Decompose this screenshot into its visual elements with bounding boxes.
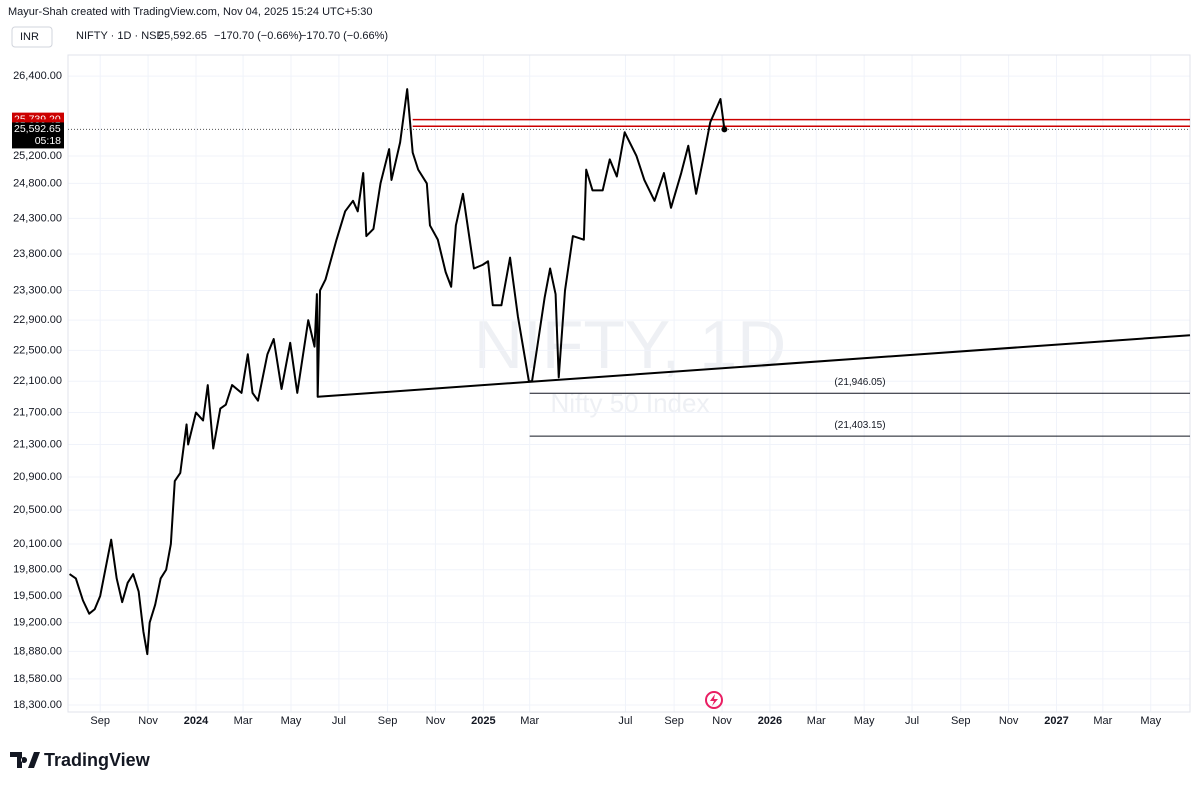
y-tick-label: 21,700.00 [13,406,62,418]
x-tick-label: Mar [807,715,826,727]
x-tick-label: Mar [520,715,539,727]
volume-icon [705,691,723,709]
y-tick-label: 22,500.00 [13,344,62,356]
x-tick-label: 2027 [1044,715,1068,727]
x-tick-label: Sep [90,715,110,727]
y-tick-label: 25,200.00 [13,150,62,162]
x-tick-label: Nov [138,715,158,727]
brand: TradingView [44,750,151,770]
support-label: (21,946.05) [834,377,885,388]
last-point [721,126,728,133]
y-tick-label: 22,900.00 [13,314,62,326]
watermark-subtitle: Nifty 50 Index [551,388,710,418]
x-tick-label: Sep [378,715,398,727]
y-tick-label: 19,500.00 [13,590,62,602]
y-tick-label: 21,300.00 [13,438,62,450]
change: −170.70 (−0.66%) [300,30,388,42]
icon-bolt [710,694,718,706]
y-tick-label: 19,200.00 [13,616,62,628]
x-tick-label: Nov [712,715,732,727]
x-tick-label: May [281,715,302,727]
x-tick-label: Nov [426,715,446,727]
y-tick-label: 20,900.00 [13,471,62,483]
x-tick-label: 2026 [758,715,782,727]
currency-box [11,26,53,48]
currency: INR [20,31,39,43]
y-tick-label: 20,100.00 [13,538,62,550]
y-tick-label: 18,580.00 [13,673,62,685]
x-tick-label: 2025 [471,715,495,727]
plot-frame [67,54,1191,713]
logo-mark [10,752,40,768]
y-tick-label: 23,300.00 [13,284,62,296]
x-tick-label: May [1140,715,1161,727]
x-tick-label: 2024 [184,715,209,727]
trendline [317,334,1191,398]
y-tick-label: 20,500.00 [13,504,62,516]
x-tick-label: Mar [234,715,253,727]
current-box [12,122,64,149]
brand-logo [10,752,40,768]
y-tick-label: 24,800.00 [13,177,62,189]
symbol-info: NIFTY · 1D · NSE [76,30,164,42]
grid [68,55,1190,712]
x-tick-label: Jul [905,715,919,727]
support-label: (21,403.15) [834,420,885,431]
countdown: 05:18 [35,135,61,147]
y-tick-label: 18,300.00 [13,699,62,711]
x-tick-label: Nov [999,715,1019,727]
y-tick-label: 18,880.00 [13,645,62,657]
y-tick-label: 24,300.00 [13,212,62,224]
y-tick-label: 19,800.00 [13,564,62,576]
x-tick-label: Jul [618,715,632,727]
change: −170.70 (−0.66%) [214,30,302,42]
x-tick-label: Mar [1093,715,1112,727]
y-tick-label: 23,800.00 [13,248,62,260]
last-price: 25,592.65 [158,30,207,42]
chart-title: Mayur-Shah created with TradingView.com,… [8,6,373,18]
watermark: NIFTY, 1D [474,307,786,383]
price-line-series [69,88,726,656]
y-tick-label: 22,100.00 [13,375,62,387]
current-label: 25,592.65 [14,123,61,135]
x-tick-label: Sep [951,715,971,727]
x-tick-label: Sep [664,715,684,727]
x-tick-label: Jul [332,715,346,727]
x-tick-label: May [854,715,875,727]
icon-ring [705,691,723,709]
y-tick-label: 26,400.00 [13,70,62,82]
